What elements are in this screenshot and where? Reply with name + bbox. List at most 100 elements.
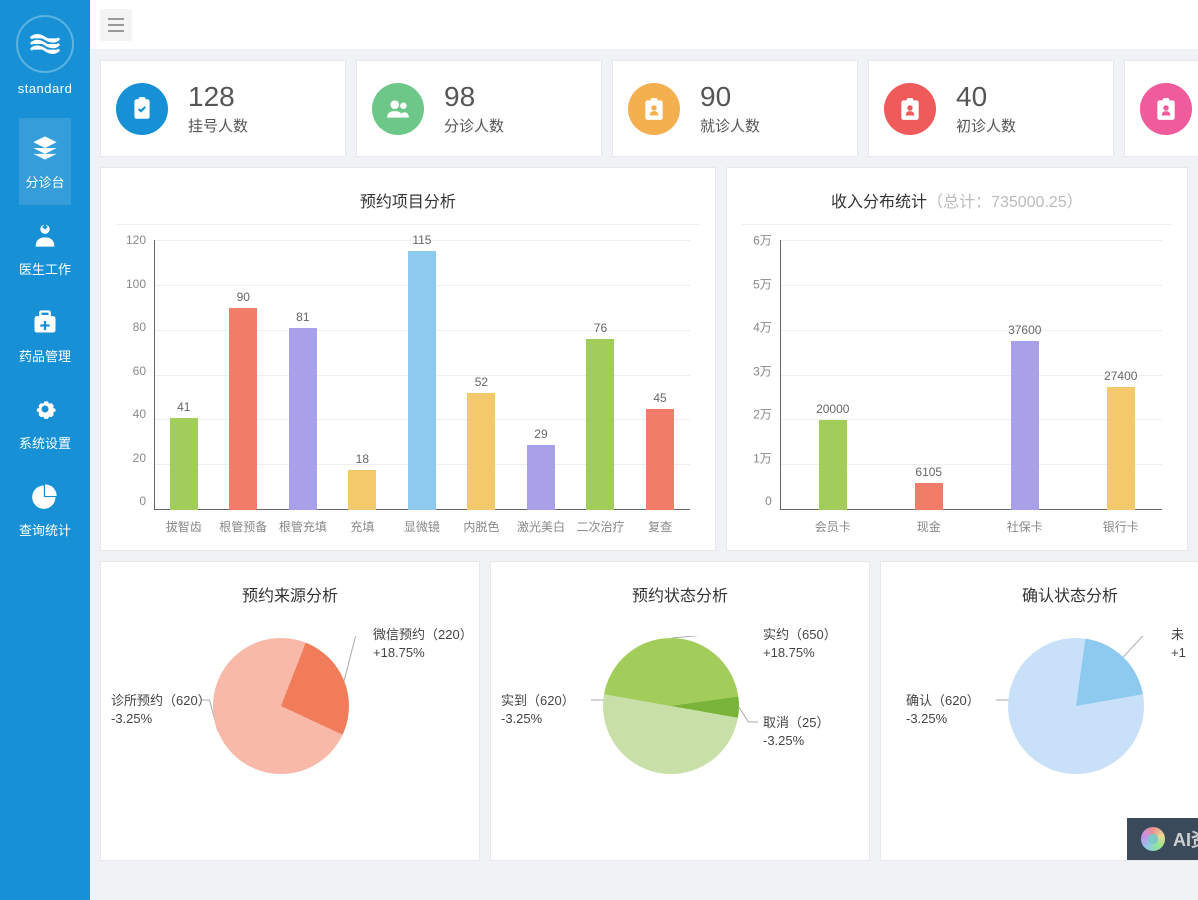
nav-label: 分诊台 — [19, 172, 71, 191]
layers-icon — [29, 132, 61, 164]
bar-value: 29 — [534, 427, 547, 441]
sidebar: standard 分诊台医生工作药品管理系统设置查询统计 — [0, 0, 90, 900]
x-label: 根管预备 — [214, 518, 274, 535]
y-tick: 4万 — [753, 319, 772, 336]
bar-col: 27400 — [1098, 369, 1144, 510]
stat-label: 就诊人数 — [700, 115, 760, 136]
bar-value: 45 — [653, 391, 666, 405]
pie-label: 诊所预约（620）-3.25% — [111, 690, 211, 726]
stat-label: 挂号人数 — [188, 115, 248, 136]
chart2-title: 收入分布统计 — [831, 194, 927, 211]
pie-label: 微信预约（220）+18.75% — [373, 624, 469, 660]
x-label: 二次治疗 — [571, 518, 631, 535]
idcard-icon — [1140, 83, 1192, 135]
menu-toggle-button[interactable] — [100, 9, 132, 41]
chart-row-1: 预约项目分析 020406080100120419081181155229764… — [100, 167, 1188, 551]
bar-rect — [586, 339, 614, 510]
stat-label: 分诊人数 — [444, 115, 504, 136]
x-label: 复查 — [630, 518, 690, 535]
sidebar-item-1[interactable]: 医生工作 — [19, 205, 71, 292]
bar-col: 29 — [511, 427, 571, 510]
bar-col: 37600 — [1002, 323, 1048, 510]
sidebar-item-3[interactable]: 系统设置 — [19, 379, 71, 466]
stat-cards-row: 128挂号人数98分诊人数90就诊人数40初诊人数50复诊 — [100, 60, 1188, 157]
medkit-icon — [29, 306, 61, 338]
bar-rect — [467, 393, 495, 510]
bar-rect — [170, 418, 198, 510]
pie-title: 预约状态分析 — [501, 582, 859, 606]
stat-card-0: 128挂号人数 — [100, 60, 346, 157]
bar-rect — [819, 420, 847, 510]
y-tick: 0 — [139, 494, 146, 508]
sidebar-item-2[interactable]: 药品管理 — [19, 292, 71, 379]
pie-panel-1: 预约状态分析 实到（620）-3.25%实约（650）+18.75%取消（25）… — [490, 561, 870, 861]
idcard-icon — [628, 83, 680, 135]
pie-panel-0: 预约来源分析 诊所预约（620）-3.25%微信预约（220）+18.75% — [100, 561, 480, 861]
pie-title: 确认状态分析 — [891, 582, 1198, 606]
pie-title: 预约来源分析 — [111, 582, 469, 606]
x-label: 内脱色 — [452, 518, 512, 535]
bar-col: 6105 — [906, 465, 952, 510]
gear-icon — [29, 393, 61, 425]
x-label: 现金 — [906, 518, 952, 535]
topbar — [90, 0, 1198, 50]
y-tick: 80 — [133, 320, 146, 334]
watermark-icon — [1141, 827, 1165, 851]
pie-label: 确认（620）-3.25% — [906, 690, 980, 726]
doctor-icon — [29, 219, 61, 251]
pie-label: 实到（620）-3.25% — [501, 690, 575, 726]
bar-value: 41 — [177, 400, 190, 414]
stat-value: 128 — [188, 81, 248, 113]
pie-row: 预约来源分析 诊所预约（620）-3.25%微信预约（220）+18.75% 预… — [100, 561, 1188, 861]
pie-label: 取消（25）-3.25% — [763, 712, 829, 748]
stat-value: 90 — [700, 81, 760, 113]
bar-value: 76 — [594, 321, 607, 335]
y-tick: 3万 — [753, 362, 772, 379]
pie-wrap: 确认（620）-3.25%未+1 — [891, 636, 1198, 836]
bar-col: 18 — [333, 452, 393, 511]
x-label: 银行卡 — [1098, 518, 1144, 535]
chart-panel-appointments: 预约项目分析 020406080100120419081181155229764… — [100, 167, 716, 551]
x-label: 根管充填 — [273, 518, 333, 535]
users-icon — [372, 83, 424, 135]
clipboard-icon — [116, 83, 168, 135]
nav-label: 药品管理 — [19, 346, 71, 365]
pie-wrap: 实到（620）-3.25%实约（650）+18.75%取消（25）-3.25% — [501, 636, 859, 836]
nav-label: 医生工作 — [19, 259, 71, 278]
bar-rect — [1107, 387, 1135, 510]
bar-value: 90 — [237, 290, 250, 304]
nav-label: 系统设置 — [19, 433, 71, 452]
stat-label: 初诊人数 — [956, 115, 1016, 136]
y-tick: 100 — [126, 277, 146, 291]
pie-label: 实约（650）+18.75% — [763, 624, 837, 660]
bar-col: 115 — [392, 233, 452, 510]
y-tick: 6万 — [753, 232, 772, 249]
brand-text: standard — [18, 81, 73, 96]
bar-value: 27400 — [1104, 369, 1137, 383]
bar-value: 115 — [412, 233, 431, 247]
bar-col: 41 — [154, 400, 214, 510]
bar-rect — [229, 308, 257, 511]
sidebar-item-4[interactable]: 查询统计 — [19, 466, 71, 553]
bar-chart-2: 01万2万3万4万5万6万2000061053760027400会员卡现金社保卡… — [742, 240, 1172, 540]
pie-chart — [213, 638, 349, 774]
x-label: 激光美白 — [511, 518, 571, 535]
pie-label: 未+1 — [1171, 624, 1186, 660]
pie-wrap: 诊所预约（620）-3.25%微信预约（220）+18.75% — [111, 636, 469, 836]
bar-rect — [348, 470, 376, 511]
logo — [16, 15, 74, 73]
chart-panel-income: 收入分布统计（总计：735000.25） 01万2万3万4万5万6万200006… — [726, 167, 1188, 551]
bar-col: 76 — [571, 321, 631, 510]
bar-col: 45 — [630, 391, 690, 510]
stat-value: 98 — [444, 81, 504, 113]
watermark: AI资讯网 — [1127, 818, 1198, 860]
idcard-icon — [884, 83, 936, 135]
bar-chart-1: 0204060801001204190811811552297645拔智齿根管预… — [116, 240, 700, 540]
y-tick: 60 — [133, 364, 146, 378]
y-tick: 2万 — [753, 406, 772, 423]
sidebar-item-0[interactable]: 分诊台 — [19, 118, 71, 205]
stat-value: 40 — [956, 81, 1016, 113]
bar-rect — [408, 251, 436, 510]
bar-rect — [915, 483, 943, 510]
bar-value: 6105 — [915, 465, 942, 479]
